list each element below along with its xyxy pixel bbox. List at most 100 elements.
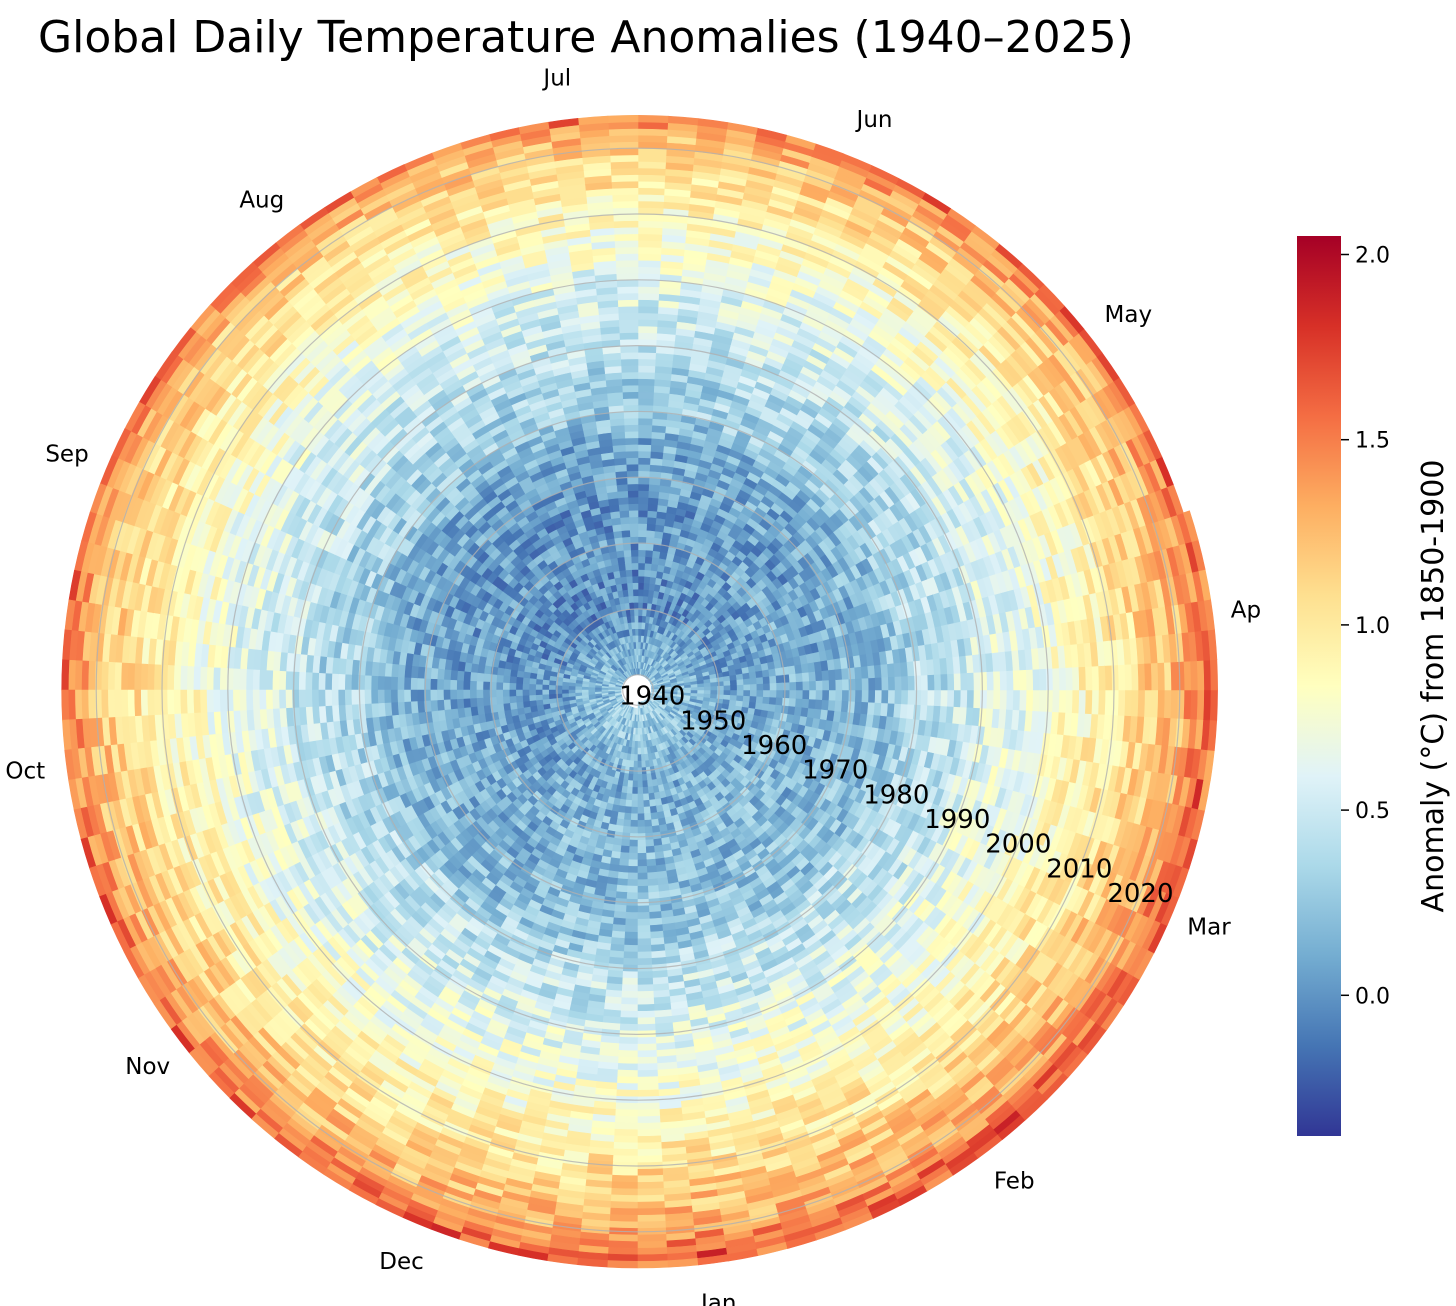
heatmap-cell: [648, 891, 661, 900]
heatmap-cell: [390, 702, 399, 717]
heatmap-cell: [617, 871, 629, 880]
heatmap-cell: [612, 924, 626, 933]
heatmap-cell: [397, 664, 406, 679]
heatmap-cell: [835, 689, 843, 702]
heatmap-cell: [624, 931, 639, 940]
heatmap-cell: [528, 678, 537, 685]
heatmap-cell: [742, 677, 751, 685]
heatmap-cell: [622, 825, 632, 834]
heatmap-cell: [502, 682, 510, 691]
heatmap-cell: [634, 734, 639, 742]
heatmap-cell: [623, 957, 639, 966]
heatmap-cell: [429, 678, 438, 691]
heatmap-cell: [835, 678, 843, 691]
heatmap-cell: [618, 510, 630, 518]
heatmap-cell: [637, 411, 653, 419]
heatmap-cell: [649, 464, 662, 473]
heatmap-cell: [622, 404, 639, 413]
heatmap-cell: [637, 957, 653, 966]
heatmap-cell: [821, 699, 830, 711]
heatmap-cell: [535, 689, 543, 696]
heatmap-cell: [736, 689, 745, 696]
heatmap-cell: [623, 417, 639, 426]
heatmap-cell: [476, 697, 484, 708]
heatmap-cell: [637, 470, 650, 478]
heatmap-cell: [684, 689, 692, 694]
heatmap-cell: [620, 845, 631, 854]
heatmap-cell: [647, 589, 655, 598]
heatmap-cell: [541, 684, 550, 691]
heatmap-cell: [624, 812, 632, 821]
heatmap-cell: [633, 608, 639, 616]
heatmap-cell: [822, 679, 830, 691]
heatmap-cell: [637, 918, 651, 927]
heatmap-cell: [618, 865, 630, 874]
heatmap-cell: [642, 595, 649, 604]
heatmap-cell: [619, 852, 630, 860]
heatmap-cell: [645, 529, 656, 538]
heatmap-cell: [628, 859, 639, 867]
heatmap-cell: [621, 785, 629, 794]
heatmap-cell: [443, 699, 452, 711]
heatmap-cell: [423, 689, 431, 702]
heatmap-cell: [815, 680, 824, 691]
heatmap-cell: [568, 686, 576, 691]
heatmap-cell: [522, 677, 530, 685]
heatmap-cell: [847, 700, 856, 714]
heatmap-cell: [730, 689, 738, 696]
heatmap-cell: [646, 852, 657, 861]
heatmap-cell: [541, 689, 550, 696]
heatmap-cell: [629, 839, 639, 848]
heatmap-cell: [515, 695, 524, 704]
heatmap-cell: [350, 674, 359, 691]
heatmap-cell: [528, 683, 537, 691]
heatmap-cell: [561, 685, 569, 691]
heatmap-cell: [907, 675, 916, 691]
heatmap-cell: [626, 905, 639, 913]
heatmap-cell: [502, 675, 511, 684]
heatmap-cell: [502, 696, 511, 705]
heatmap-cell: [617, 811, 626, 820]
heatmap-cell: [650, 924, 664, 933]
heatmap-cell: [456, 698, 465, 710]
heatmap-cell: [637, 872, 649, 881]
heatmap-cell: [637, 911, 651, 920]
heatmap-cell: [643, 569, 651, 578]
heatmap-cell: [383, 676, 392, 691]
heatmap-cell: [482, 673, 491, 683]
heatmap-cell: [528, 689, 536, 697]
heatmap-cell: [637, 793, 645, 802]
heatmap-cell: [637, 885, 649, 894]
heatmap-cell: [515, 683, 523, 691]
heatmap-cell: [443, 669, 452, 681]
heatmap-cell: [624, 938, 639, 946]
heatmap-cell: [642, 582, 650, 591]
heatmap-cell: [623, 819, 632, 828]
heatmap-cell: [650, 437, 665, 447]
heatmap-cell: [649, 451, 664, 460]
heatmap-cell: [622, 971, 639, 979]
heatmap-cell: [625, 463, 639, 472]
heatmap-cell: [632, 773, 639, 782]
heatmap-cell: [390, 676, 398, 691]
heatmap-cell: [775, 674, 784, 684]
heatmap-cell: [620, 523, 630, 532]
heatmap-cell: [814, 670, 823, 681]
heatmap-cell: [410, 701, 419, 715]
heatmap-cell: [646, 516, 657, 525]
heatmap-cell: [643, 575, 651, 584]
heatmap-cell: [809, 680, 817, 691]
heatmap-cell: [789, 689, 797, 699]
heatmap-cell: [390, 663, 400, 678]
heatmap-cell: [632, 780, 639, 788]
heatmap-cell: [624, 444, 639, 452]
spiral-heatmap: [61, 114, 1218, 1269]
heatmap-cell: [723, 684, 731, 691]
heatmap-cell: [861, 689, 870, 703]
heatmap-cell: [625, 918, 639, 927]
heatmap-cell: [496, 667, 505, 677]
heatmap-cell: [357, 689, 366, 705]
heatmap-cell: [743, 689, 751, 697]
heatmap-cell: [377, 689, 385, 704]
heatmap-cell: [645, 543, 654, 551]
